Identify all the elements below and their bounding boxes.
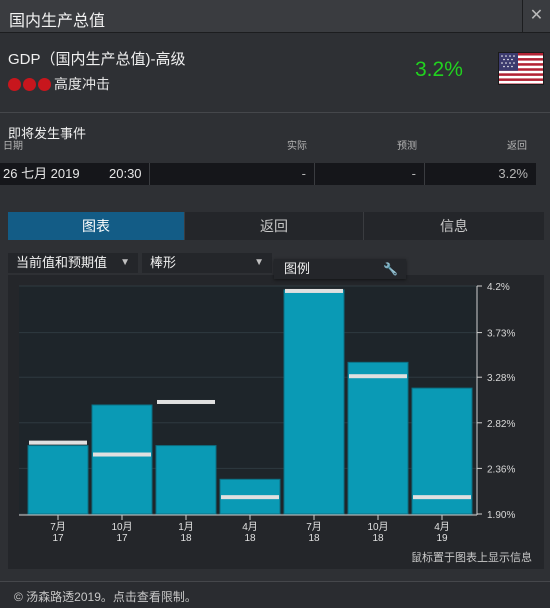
event-time: 20:30 xyxy=(109,166,142,181)
indicator-header: GDP（国内生产总值)-高级 高度冲击 3.2% xyxy=(0,34,550,104)
chevron-down-icon: ▼ xyxy=(254,257,264,268)
title-bar: 国内生产总值 ✕ xyxy=(0,0,550,33)
x-tick-label: 18 xyxy=(308,533,320,544)
tab-info[interactable]: 信息 xyxy=(364,212,544,240)
forecast-marker[interactable] xyxy=(221,495,279,500)
events-header: 日期 实际 预测 返回 xyxy=(0,137,550,152)
chart-area[interactable]: 4.2% 3.73% 3.28% 2.82% 2.36% 1.90% 7月 17 10月 17 1… xyxy=(8,275,544,569)
upcoming-events: 即将发生事件 日期 实际 预测 返回 26 七月 2019 20:30 - - … xyxy=(0,112,550,192)
legend-label: 图例 xyxy=(284,261,311,276)
col-actual: 实际 xyxy=(287,141,307,152)
y-tick-label: 2.82% xyxy=(487,419,515,430)
event-actual: - xyxy=(150,163,315,185)
x-tick-label: 4月 xyxy=(434,521,450,533)
col-forecast: 预测 xyxy=(397,141,417,152)
event-date: 26 七月 2019 20:30 xyxy=(3,163,150,185)
bar[interactable] xyxy=(27,445,89,515)
event-forecast: - xyxy=(315,163,425,185)
x-tick-label: 7月 xyxy=(50,521,66,533)
footer: © 汤森路透2019。点击查看限制。 xyxy=(0,581,550,608)
y-tick-label: 4.2% xyxy=(487,282,510,293)
x-tick-label: 18 xyxy=(244,533,256,544)
x-tick-label: 17 xyxy=(116,533,128,544)
impact-dot-icon xyxy=(8,77,21,91)
bar[interactable] xyxy=(411,387,473,515)
indicator-name: GDP（国内生产总值)-高级 xyxy=(8,51,186,68)
forecast-marker[interactable] xyxy=(157,399,215,404)
impact-dot-icon xyxy=(23,77,36,91)
copyright-link[interactable]: © 汤森路透2019。点击查看限制。 xyxy=(14,590,197,604)
x-tick-label: 17 xyxy=(52,533,64,544)
indicator-value: 3.2% xyxy=(415,58,463,81)
impact-label: 高度冲击 xyxy=(54,76,110,92)
bar[interactable] xyxy=(347,361,409,515)
forecast-marker[interactable] xyxy=(413,495,471,500)
tab-chart[interactable]: 图表 xyxy=(8,212,185,240)
forecast-marker[interactable] xyxy=(93,452,151,457)
chart-hint: 鼠标置于图表上显示信息 xyxy=(411,552,532,564)
x-tick-label: 7月 xyxy=(306,521,322,533)
bar[interactable] xyxy=(283,289,345,515)
legend-button[interactable]: 图例 🔧 xyxy=(274,259,406,279)
forecast-marker[interactable] xyxy=(29,440,87,445)
y-tick-label: 2.36% xyxy=(487,464,515,475)
col-previous: 返回 xyxy=(507,141,527,152)
forecast-marker[interactable] xyxy=(285,288,343,293)
window-title: 国内生产总值 xyxy=(9,13,106,30)
x-tick-label: 19 xyxy=(436,533,448,544)
series-select[interactable]: 当前值和预期值 ▼ xyxy=(8,253,138,273)
x-tick-label: 10月 xyxy=(367,521,388,533)
x-tick-label: 18 xyxy=(372,533,384,544)
col-date: 日期 xyxy=(3,141,23,152)
wrench-icon: 🔧 xyxy=(383,262,398,276)
event-row[interactable]: 26 七月 2019 20:30 - - 3.2% xyxy=(0,163,536,185)
chart-controls: 当前值和预期值 ▼ 棒形 ▼ xyxy=(8,253,544,273)
events-title: 即将发生事件 xyxy=(8,126,87,141)
chart-type-select[interactable]: 棒形 ▼ xyxy=(142,253,272,273)
tab-previous[interactable]: 返回 xyxy=(185,212,364,240)
x-tick-label: 4月 xyxy=(242,521,258,533)
x-tick-label: 1月 xyxy=(178,521,194,533)
chart-type-value: 棒形 xyxy=(150,255,177,270)
forecast-marker[interactable] xyxy=(349,374,407,379)
chevron-down-icon: ▼ xyxy=(120,257,130,268)
x-tick-label: 10月 xyxy=(111,521,132,533)
bar-chart[interactable]: 4.2%3.73%3.28%2.82%2.36%1.90% 7月1710月171… xyxy=(8,275,544,569)
forecast-markers xyxy=(29,288,471,500)
bar[interactable] xyxy=(91,404,153,515)
y-tick-labels: 4.2% 3.73% 3.28% 2.82% 2.36% 1.90% xyxy=(477,282,515,521)
y-tick-label: 1.90% xyxy=(487,510,515,521)
bar[interactable] xyxy=(155,445,217,515)
close-icon[interactable]: ✕ xyxy=(522,0,550,33)
event-previous: 3.2% xyxy=(498,166,528,181)
x-tick-label: 18 xyxy=(180,533,192,544)
y-tick-label: 3.73% xyxy=(487,329,515,340)
impact-indicator: 高度冲击 xyxy=(8,76,110,92)
tab-bar: 图表 返回 信息 xyxy=(8,212,544,240)
us-flag-icon xyxy=(498,52,544,85)
series-select-value: 当前值和预期值 xyxy=(16,255,108,270)
impact-dot-icon xyxy=(38,77,51,91)
bars xyxy=(27,289,473,515)
y-tick-label: 3.28% xyxy=(487,373,515,384)
